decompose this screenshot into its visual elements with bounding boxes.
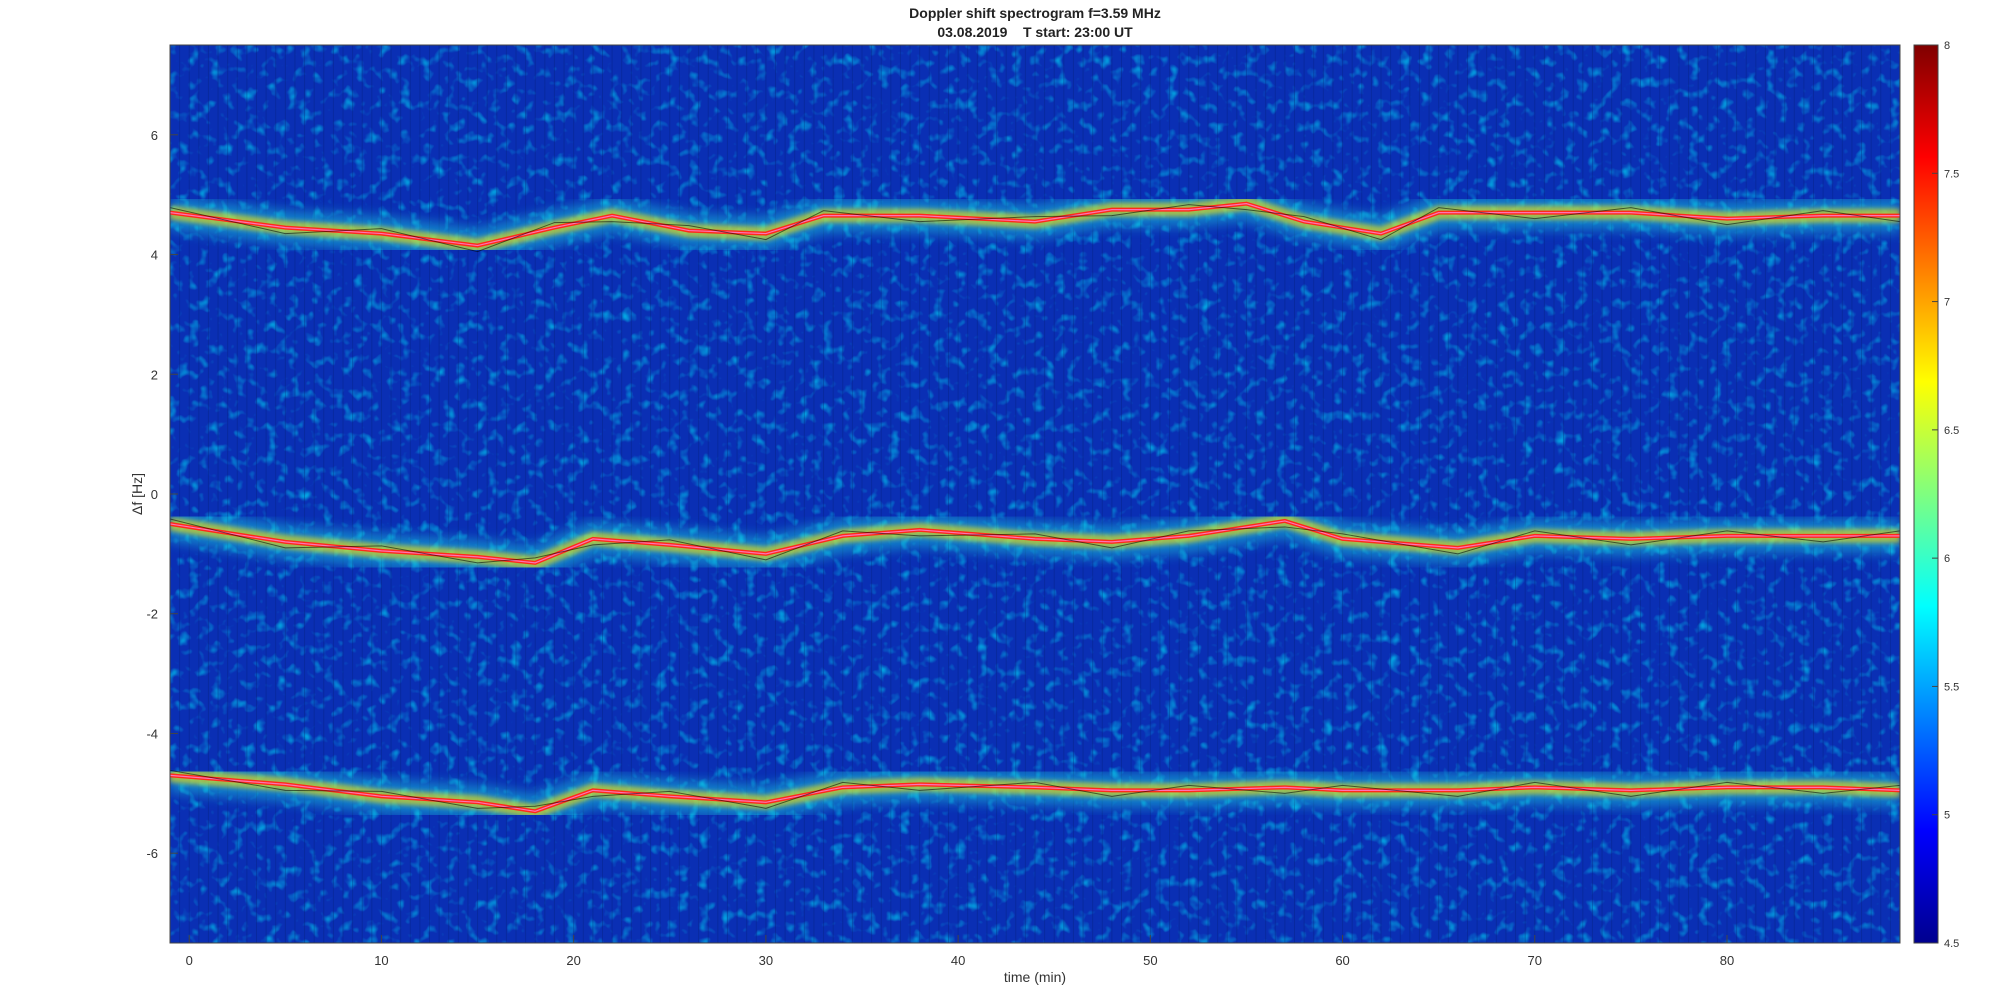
chart-subtitle: 03.08.2019 T start: 23:00 UT	[937, 24, 1133, 40]
y-tick-label: -4	[146, 726, 158, 741]
plot-area	[170, 45, 1900, 943]
x-tick-label: 60	[1335, 953, 1349, 968]
trace-secondary-line	[170, 204, 1900, 253]
colorbar: 8 7.5 7 6.5 6 5.5 5 4.5	[1913, 40, 1959, 950]
colorbar-tick-label: 8	[1944, 40, 1950, 52]
y-tick-label: 2	[151, 367, 158, 382]
trace-overlay-line	[170, 774, 1900, 812]
colorbar-tick-label: 7.5	[1944, 168, 1959, 180]
y-tick-label: -2	[146, 607, 158, 622]
colorbar-tick-label: 5.5	[1944, 681, 1959, 693]
x-tick-label: 10	[374, 953, 388, 968]
x-tick-label: 80	[1720, 953, 1734, 968]
x-axis-label: time (min)	[1004, 969, 1066, 985]
colorbar-tick-label: 6.5	[1944, 425, 1959, 437]
x-axis-ticks: 0 10 20 30 40 50 60 70 80	[186, 935, 1734, 968]
y-tick-label: 0	[151, 487, 158, 502]
y-axis-ticks: 6 4 2 0 -2 -4 -6	[146, 128, 178, 861]
y-axis-label: Δf [Hz]	[129, 473, 145, 515]
chart-title: Doppler shift spectrogram f=3.59 MHz	[909, 5, 1161, 21]
y-tick-label: 6	[151, 128, 158, 143]
colorbar-tick-label: 5	[1944, 810, 1950, 822]
colorbar-gradient	[1913, 44, 1939, 944]
x-tick-label: 70	[1528, 953, 1542, 968]
y-tick-label: -6	[146, 846, 158, 861]
x-tick-label: 20	[566, 953, 580, 968]
trace-secondary-line	[170, 518, 1900, 564]
doppler-traces	[170, 186, 1900, 829]
colorbar-tick-label: 4.5	[1944, 938, 1959, 950]
x-tick-label: 40	[951, 953, 965, 968]
y-tick-label: 4	[151, 248, 158, 263]
colorbar-tick-label: 6	[1944, 553, 1950, 565]
colorbar-ticks: 8 7.5 7 6.5 6 5.5 5 4.5	[1932, 40, 1959, 950]
trace-overlay-line	[170, 520, 1900, 564]
x-tick-label: 50	[1143, 953, 1157, 968]
colorbar-tick-label: 7	[1944, 297, 1950, 309]
x-tick-label: 30	[759, 953, 773, 968]
x-tick-label: 0	[186, 953, 193, 968]
trace-secondary-line	[170, 769, 1900, 809]
